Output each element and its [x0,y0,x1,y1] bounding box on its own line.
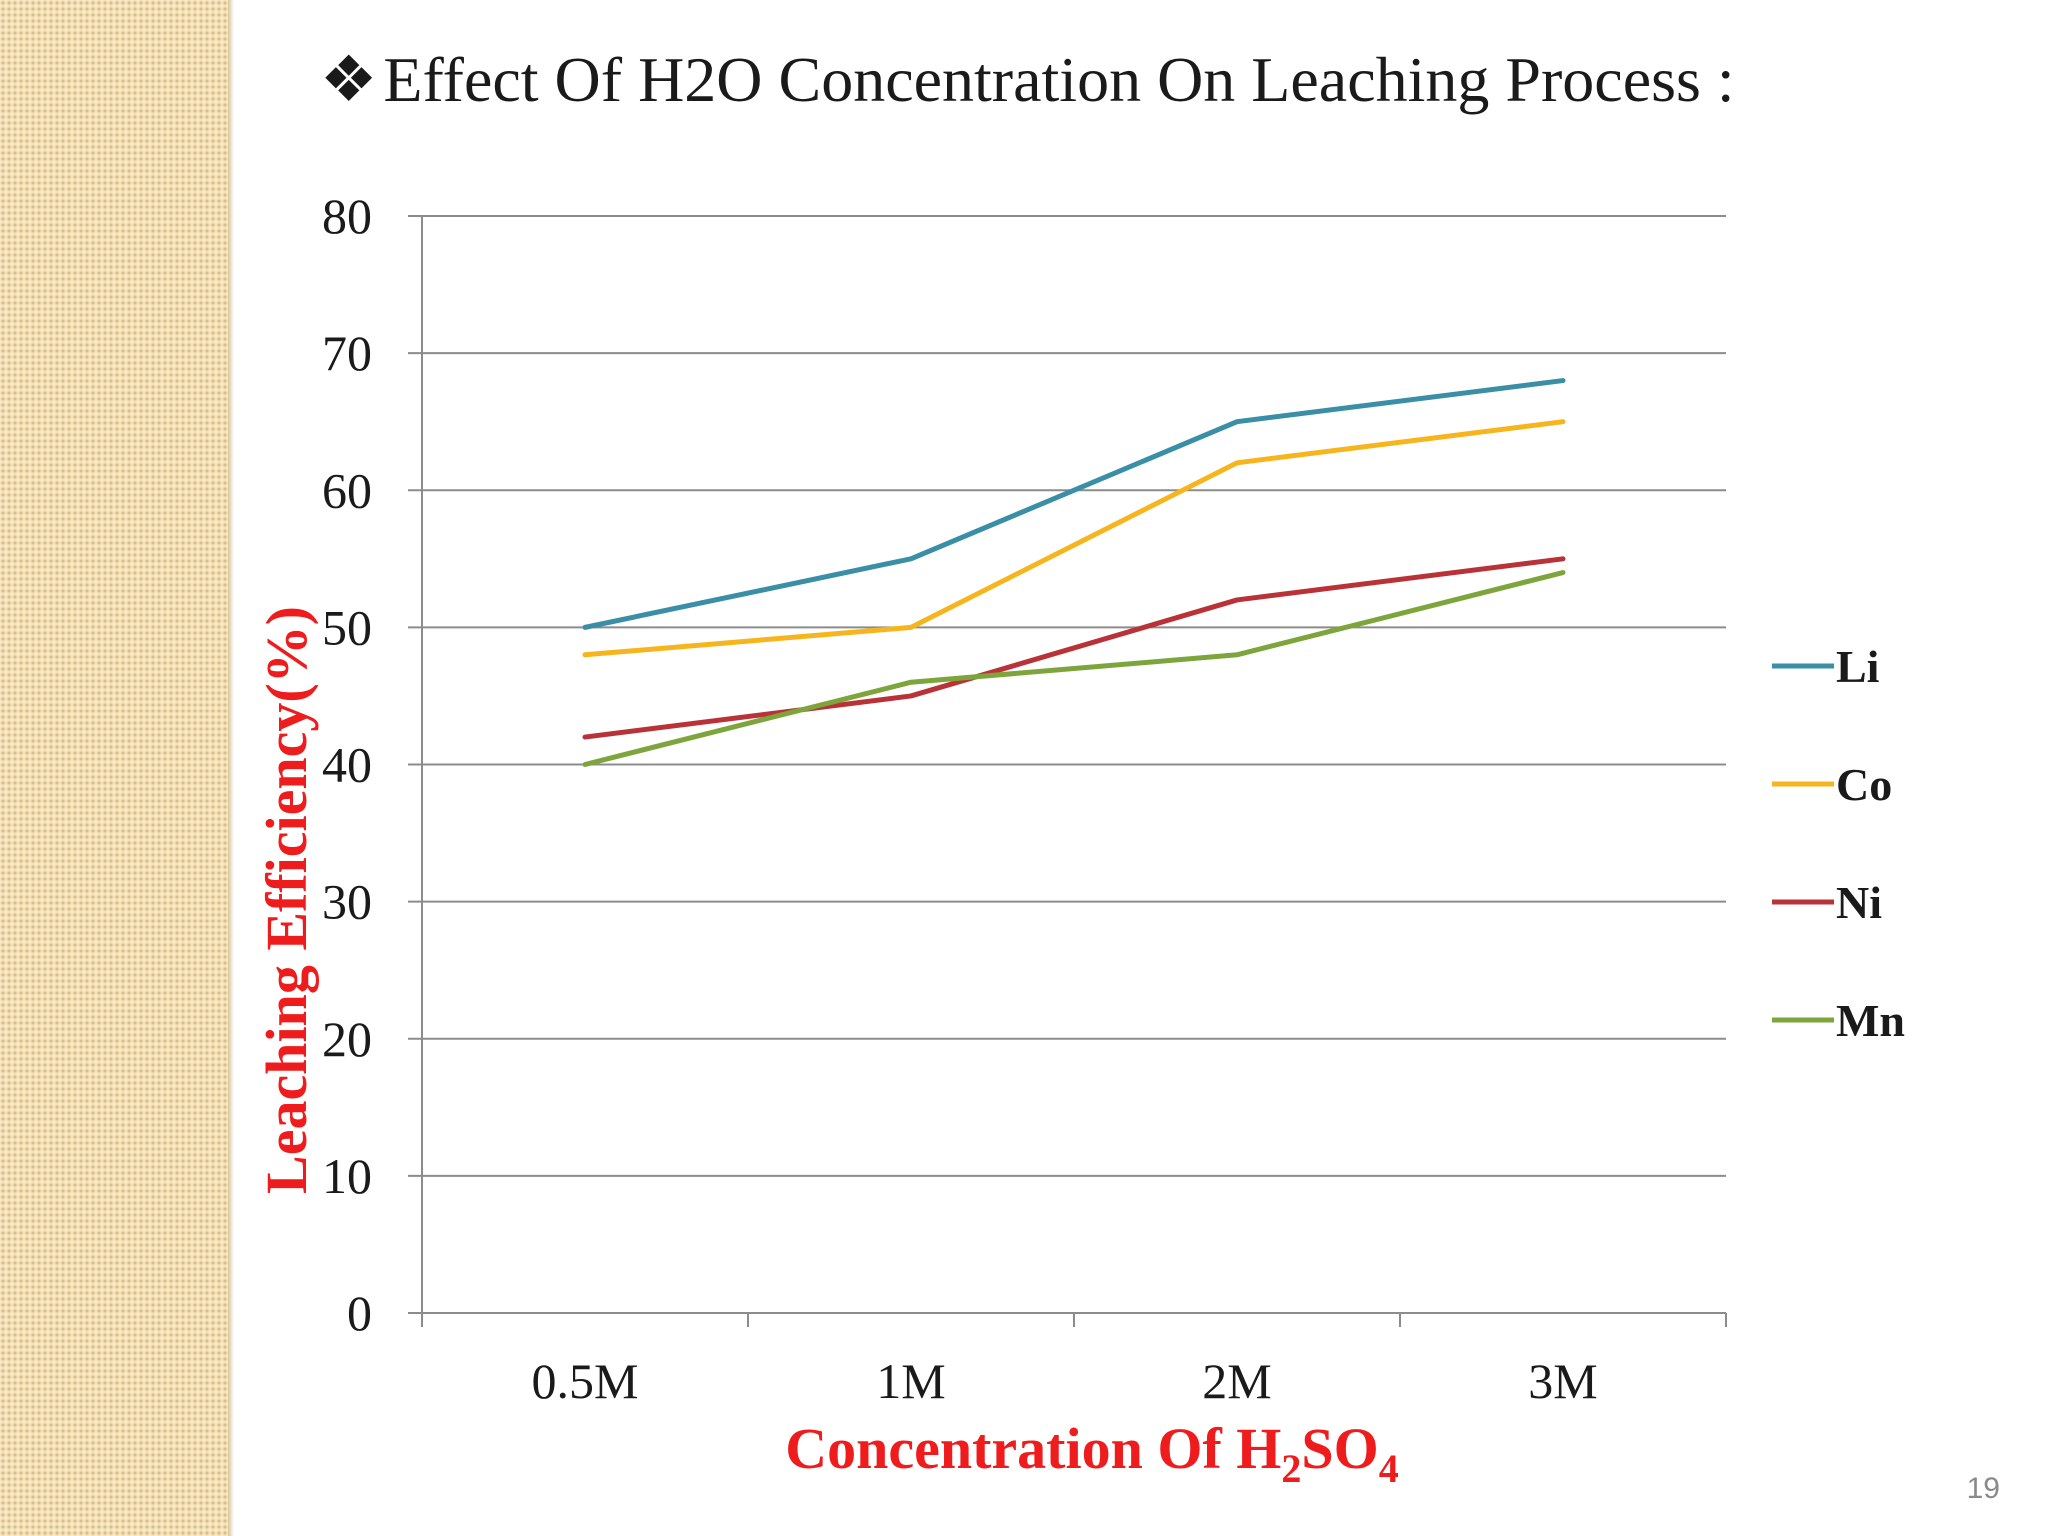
x-axis-title-main: Concentration Of H [785,1416,1281,1481]
slide-title: ❖Effect Of H2O Concentration On Leaching… [320,40,1735,120]
y-tick-label: 60 [322,462,372,518]
series-line-ni [582,556,1566,740]
y-tick-labels: 0 10 20 30 40 50 60 70 80 [322,188,372,1341]
legend-label-mn: Mn [1836,995,1905,1046]
legend-label-ni: Ni [1836,877,1882,928]
series-line-co [582,419,1566,658]
y-tick-label: 40 [322,737,372,793]
x-axis-title: Concentration Of H2SO4 [785,1416,1399,1491]
y-tick-label: 20 [322,1011,372,1067]
series-line-li [582,378,1566,630]
decorative-side-panel [0,0,228,1536]
y-tick-label: 80 [322,188,372,244]
x-axis-title-sub1: 2 [1281,1446,1301,1491]
diamond-bullet-icon: ❖ [320,44,378,115]
x-tick-label: 1M [876,1353,945,1409]
x-axis-title-sub2: 4 [1379,1446,1399,1491]
x-tick-label: 3M [1528,1353,1597,1409]
y-tick-label: 70 [322,325,372,381]
legend: Li Co Ni Mn [1772,641,1905,1046]
y-tick-label: 10 [322,1148,372,1204]
grid-lines [408,215,1726,1314]
y-axis-title: Leaching Efficiency(%) [254,606,319,1194]
series-lines [582,378,1566,767]
x-tick-label: 0.5M [532,1353,639,1409]
legend-label-li: Li [1836,641,1880,692]
side-panel-edge [228,0,234,1536]
y-tick-label: 30 [322,874,372,930]
legend-label-co: Co [1836,759,1892,810]
x-axis-title-mid: SO [1301,1416,1378,1481]
series-line-mn [582,570,1566,767]
x-tick-labels: 0.5M 1M 2M 3M [532,1353,1598,1409]
chart-axes [421,216,1727,1327]
y-tick-label: 0 [347,1285,372,1341]
slide-title-text: Effect Of H2O Concentration On Leaching … [383,44,1735,115]
page-number: 19 [1966,1472,2000,1505]
y-tick-label: 50 [322,599,372,655]
x-tick-label: 2M [1202,1353,1271,1409]
